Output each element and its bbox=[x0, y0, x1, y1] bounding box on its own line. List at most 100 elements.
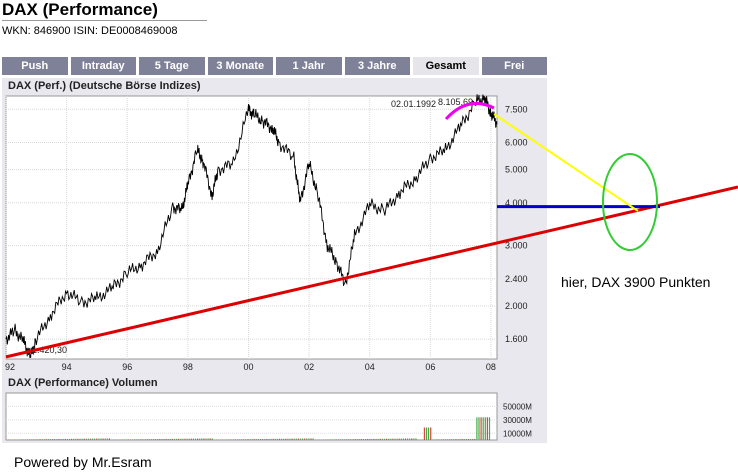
volume-bar bbox=[144, 439, 146, 440]
volume-bar bbox=[415, 438, 417, 440]
volume-bar bbox=[188, 438, 190, 440]
volume-bar bbox=[285, 438, 287, 440]
volume-bar bbox=[428, 427, 430, 440]
volume-plot-area bbox=[5, 392, 498, 441]
tab-intraday[interactable]: Intraday bbox=[70, 57, 136, 75]
volume-bar bbox=[329, 439, 331, 440]
title-divider bbox=[2, 20, 207, 21]
volume-bar bbox=[197, 438, 199, 440]
volume-bar bbox=[136, 439, 138, 440]
volume-bar bbox=[201, 438, 203, 440]
volume-bar bbox=[24, 439, 26, 440]
volume-bar bbox=[278, 438, 281, 440]
volume-bar bbox=[43, 439, 45, 440]
volume-bar bbox=[134, 439, 136, 440]
volume-bar bbox=[125, 439, 127, 440]
volume-bar bbox=[157, 439, 159, 440]
volume-bar bbox=[333, 439, 335, 440]
top-arc bbox=[444, 101, 495, 121]
volume-tick-label: 10000M bbox=[503, 429, 532, 438]
volume-bar bbox=[434, 439, 436, 440]
volume-bar bbox=[85, 438, 87, 440]
volume-bar bbox=[199, 438, 201, 440]
volume-bar bbox=[295, 438, 297, 440]
volume-bar bbox=[344, 439, 346, 440]
volume-bar bbox=[470, 438, 472, 440]
volume-bar bbox=[365, 438, 367, 440]
volume-bar bbox=[297, 438, 299, 440]
volume-bar bbox=[83, 438, 85, 440]
volume-bar bbox=[379, 438, 381, 440]
volume-bar bbox=[467, 438, 470, 440]
volume-bar bbox=[232, 439, 234, 440]
page-title: DAX (Performance) bbox=[2, 0, 158, 19]
volume-bar bbox=[438, 439, 440, 440]
volume-bar bbox=[262, 439, 264, 440]
tab-3-jahre[interactable]: 3 Jahre bbox=[344, 57, 410, 75]
footer-credit: Powered by Mr.Esram bbox=[14, 454, 152, 470]
x-tick-label: 04 bbox=[365, 362, 375, 372]
volume-bar bbox=[266, 438, 268, 440]
volume-bar bbox=[274, 438, 276, 440]
volume-bar bbox=[404, 438, 407, 440]
volume-bar bbox=[432, 439, 434, 440]
volume-bar bbox=[293, 438, 295, 440]
volume-bar bbox=[47, 439, 50, 440]
volume-bar bbox=[20, 439, 22, 440]
volume-bar bbox=[268, 438, 270, 440]
tab-push[interactable]: Push bbox=[2, 57, 68, 75]
volume-bar bbox=[276, 438, 278, 440]
volume-bar bbox=[325, 439, 327, 440]
volume-bar bbox=[165, 438, 167, 440]
tab-gesamt[interactable]: Gesamt bbox=[413, 57, 479, 75]
volume-bar bbox=[203, 438, 205, 440]
trend-line bbox=[5, 185, 738, 359]
volume-bar bbox=[194, 438, 197, 440]
volume-bar bbox=[150, 439, 152, 440]
x-tick-label: 02 bbox=[304, 362, 314, 372]
volume-bar bbox=[234, 439, 236, 440]
highlight-ellipse bbox=[602, 153, 658, 251]
volume-bar bbox=[241, 439, 243, 440]
volume-bar bbox=[360, 439, 362, 440]
volume-bar bbox=[281, 438, 283, 440]
volume-bar bbox=[299, 438, 302, 440]
tab-1-jahr[interactable]: 1 Jahr bbox=[276, 57, 342, 75]
dax-index-line bbox=[5, 94, 498, 358]
volume-bar bbox=[354, 439, 356, 440]
tab-5-tage[interactable]: 5 Tage bbox=[139, 57, 205, 75]
volume-bar bbox=[331, 439, 333, 440]
volume-bar bbox=[423, 427, 425, 440]
y-tick-label: 1.600 bbox=[505, 334, 528, 344]
volume-bar bbox=[253, 439, 255, 440]
volume-bar bbox=[71, 438, 73, 440]
volume-bar bbox=[108, 438, 110, 440]
volume-bar bbox=[16, 439, 18, 440]
tab-frei[interactable]: Frei bbox=[481, 57, 547, 75]
volume-bar bbox=[60, 438, 62, 440]
volume-bar bbox=[129, 439, 131, 440]
volume-bar bbox=[243, 439, 245, 440]
volume-bar bbox=[249, 439, 251, 440]
volume-bar bbox=[461, 439, 463, 440]
volume-bar bbox=[289, 438, 291, 440]
volume-bar bbox=[446, 439, 449, 440]
high-value-label: 8.105,69 bbox=[438, 97, 473, 107]
volume-bar bbox=[207, 438, 209, 440]
volume-bar bbox=[56, 439, 58, 440]
volume-bar bbox=[413, 438, 415, 440]
x-tick-label: 98 bbox=[183, 362, 193, 372]
volume-bar bbox=[173, 438, 176, 440]
volume-bar bbox=[392, 438, 394, 440]
volume-bar bbox=[54, 439, 56, 440]
volume-bar bbox=[64, 438, 66, 440]
volume-bar bbox=[169, 438, 171, 440]
volume-bar bbox=[346, 439, 348, 440]
volume-bar bbox=[371, 438, 373, 440]
volume-bar bbox=[451, 439, 453, 440]
tab-3-monate[interactable]: 3 Monate bbox=[207, 57, 273, 75]
volume-bar bbox=[348, 439, 350, 440]
volume-bar bbox=[152, 439, 155, 440]
volume-bar bbox=[400, 438, 402, 440]
volume-tick-label: 30000M bbox=[503, 416, 532, 425]
